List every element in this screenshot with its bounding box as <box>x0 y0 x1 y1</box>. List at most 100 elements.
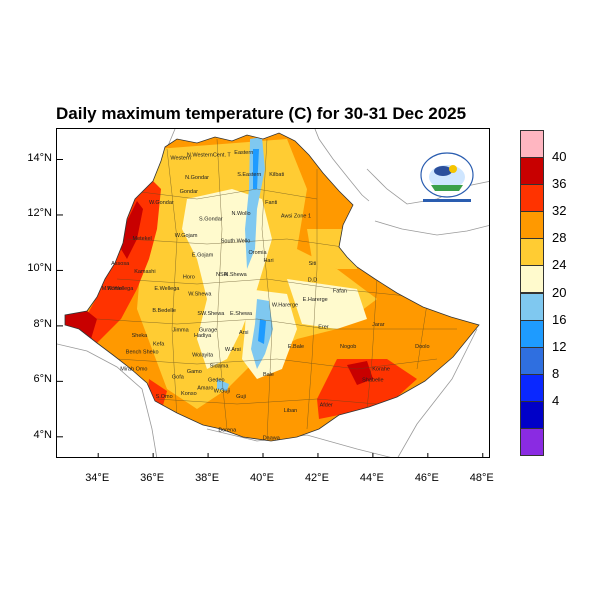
region-label: Erer <box>318 325 329 331</box>
colorbar-label: 36 <box>552 176 567 192</box>
colorbar-swatch <box>520 319 544 348</box>
region-label: Fafan <box>333 289 347 295</box>
region-label: D.D <box>308 278 318 284</box>
colorbar-swatch <box>520 292 544 321</box>
region-label: Fanti <box>265 200 277 206</box>
x-tick-label: 34°E <box>85 472 110 484</box>
region-label: Jarar <box>372 322 385 328</box>
region-label: N.Shewa <box>224 272 247 278</box>
colorbar-swatch <box>520 427 544 456</box>
y-tick-label: 12°N <box>27 206 52 219</box>
colorbar-swatch <box>520 265 544 294</box>
region-label: W.Guji <box>214 388 230 394</box>
neighbour-borders <box>57 129 489 457</box>
region-label: Eastern <box>234 150 253 156</box>
region-label: Guji <box>236 394 246 400</box>
region-label: Sheka <box>132 333 149 339</box>
kenya-border <box>206 428 391 457</box>
region-label: Gamo <box>187 369 202 375</box>
colorbar-swatch <box>520 157 544 186</box>
region-label: E.Harerge <box>303 297 328 303</box>
region-label: Kefa <box>153 341 165 347</box>
colorbar <box>520 130 544 456</box>
y-tick-label: 10°N <box>27 262 52 275</box>
zone-afar-28-32 <box>295 141 353 225</box>
logo-cloud-icon <box>434 166 452 176</box>
region-label: E.Bale <box>288 344 304 350</box>
x-tick-label: 44°E <box>359 472 384 484</box>
x-tick-label: 42°E <box>304 472 329 484</box>
colorbar-label: 20 <box>552 284 567 300</box>
y-tick-label: 14°N <box>27 151 52 164</box>
region-label: Bale <box>263 372 274 378</box>
colorbar-swatch <box>520 130 544 159</box>
region-label: Wolayita <box>192 352 214 358</box>
zone-36-40-shabelle <box>347 361 373 385</box>
region-label: W.Shewa <box>188 291 212 297</box>
region-label: B.Bedelle <box>152 308 176 314</box>
colorbar-label: 40 <box>552 149 567 165</box>
admin-boundaries <box>96 138 457 440</box>
colorbar-label: 16 <box>552 311 567 327</box>
region-label: Gurage <box>199 327 217 333</box>
x-tick-label: 40°E <box>250 472 274 484</box>
y-tick-label: 6°N <box>33 373 52 386</box>
region-label: South Wello <box>221 239 251 245</box>
zone-36-40-gambela <box>65 311 97 339</box>
ethiopia-border <box>64 132 480 442</box>
region-label: NSH <box>216 272 228 278</box>
region-label: Liban <box>284 408 297 414</box>
region-label: S.Gondar <box>199 217 223 223</box>
zone-36-40-metekel <box>121 201 143 259</box>
region-label: S.Eastern <box>237 172 261 178</box>
x-tick-label: 38°E <box>195 472 220 484</box>
colorbar-swatch <box>520 211 544 240</box>
region-label: Konso <box>181 391 197 397</box>
region-label: Bench Sheko <box>126 350 159 356</box>
region-label: Awsi Zone 1 <box>281 214 311 220</box>
y-tick-label: 8°N <box>33 317 52 330</box>
zone-20-24-harerge <box>287 279 367 329</box>
region-label: Gondar <box>180 189 199 195</box>
logo-banner <box>423 199 471 202</box>
region-label: W.Gondar <box>149 200 174 206</box>
colorbar-label: 24 <box>552 257 567 273</box>
region-label: Kamashi <box>134 269 155 275</box>
region-label: Daawa <box>263 436 281 442</box>
region-label: Afder <box>320 402 333 408</box>
region-label: Cent. T <box>213 153 232 159</box>
region-label: Borena <box>218 427 237 433</box>
region-label: E.Gojam <box>192 253 214 259</box>
region-label: Metekel <box>133 236 152 242</box>
colorbar-swatch <box>520 346 544 375</box>
y-tick-label: 4°N <box>33 428 52 441</box>
map-title: Daily maximum temperature (C) for 30-31 … <box>56 104 467 123</box>
region-label: W.Arsi <box>225 347 241 353</box>
region-label: W.Wellega <box>107 286 134 292</box>
region-label: W.Gojam <box>175 233 198 239</box>
region-label: Jimma <box>173 327 190 333</box>
zone-12-16-arsi <box>258 319 266 344</box>
zone-12-16-north <box>253 149 259 189</box>
colorbar-swatch <box>520 238 544 267</box>
region-label: Hari <box>263 258 273 264</box>
region-label: E.Wellega <box>154 286 180 292</box>
region-label: Kilbati <box>269 172 284 178</box>
colorbar-label: 12 <box>552 338 567 354</box>
zone-16-20-south <box>217 379 229 391</box>
region-label: Korahe <box>372 366 390 372</box>
x-tick-label: 46°E <box>414 472 439 484</box>
region-label: Amaro <box>197 386 213 392</box>
meteorology-logo <box>420 152 474 202</box>
region-label: Western <box>170 156 190 162</box>
region-label: Nogob <box>340 344 356 350</box>
x-tick-label: 48°E <box>469 472 494 484</box>
zone-32-36-afder <box>317 359 417 419</box>
map-frame: Western N.Western Cent. T Eastern S.Eastern K… <box>56 128 490 458</box>
colorbar-label: 4 <box>552 392 560 408</box>
somaliland-coast <box>374 220 489 236</box>
logo-ground <box>431 185 463 191</box>
region-label: Arsi <box>239 330 248 336</box>
region-label: Shabelle <box>362 377 383 383</box>
